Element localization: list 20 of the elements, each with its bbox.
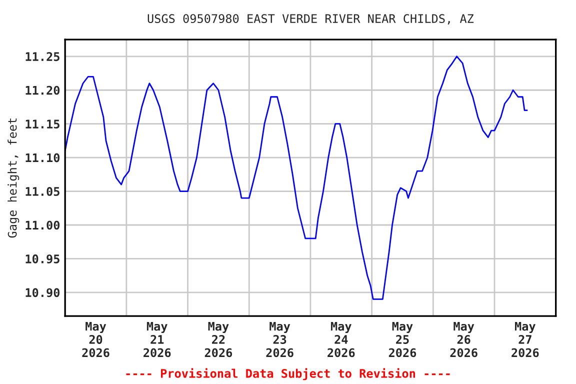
x-tick-label: May 22 2026	[204, 322, 232, 358]
line-series	[65, 56, 528, 300]
x-tick-label: May 24 2026	[328, 322, 355, 358]
chart-title: USGS 09507980 EAST VERDE RIVER NEAR CHILDS, AZ	[148, 14, 474, 25]
y-tick-label: 10.90	[26, 288, 60, 298]
y-tick-label: 11.25	[26, 52, 60, 62]
y-axis-title: Gage height, feet	[8, 118, 20, 238]
x-tick-label: May 25 2026	[388, 322, 416, 358]
x-tick-label: May 21 2026	[144, 322, 171, 358]
y-tick-label: 11.20	[26, 86, 60, 95]
x-tick-label: May 20 2026	[82, 322, 110, 358]
x-tick-label: May 26 2026	[450, 322, 478, 358]
y-tick-label: 10.95	[26, 254, 60, 264]
y-tick-label: 11.05	[26, 187, 60, 196]
x-tick-label: May 23 2026	[266, 322, 294, 358]
text: ---- Provisional Data Subject to Revision ----	[126, 368, 450, 380]
y-tick-label: 11.00	[26, 220, 60, 230]
y-tick-label: 11.15	[26, 120, 60, 128]
x-tick-label: May 27 2026	[512, 322, 539, 358]
y-tick-label: 11.10	[26, 153, 60, 162]
